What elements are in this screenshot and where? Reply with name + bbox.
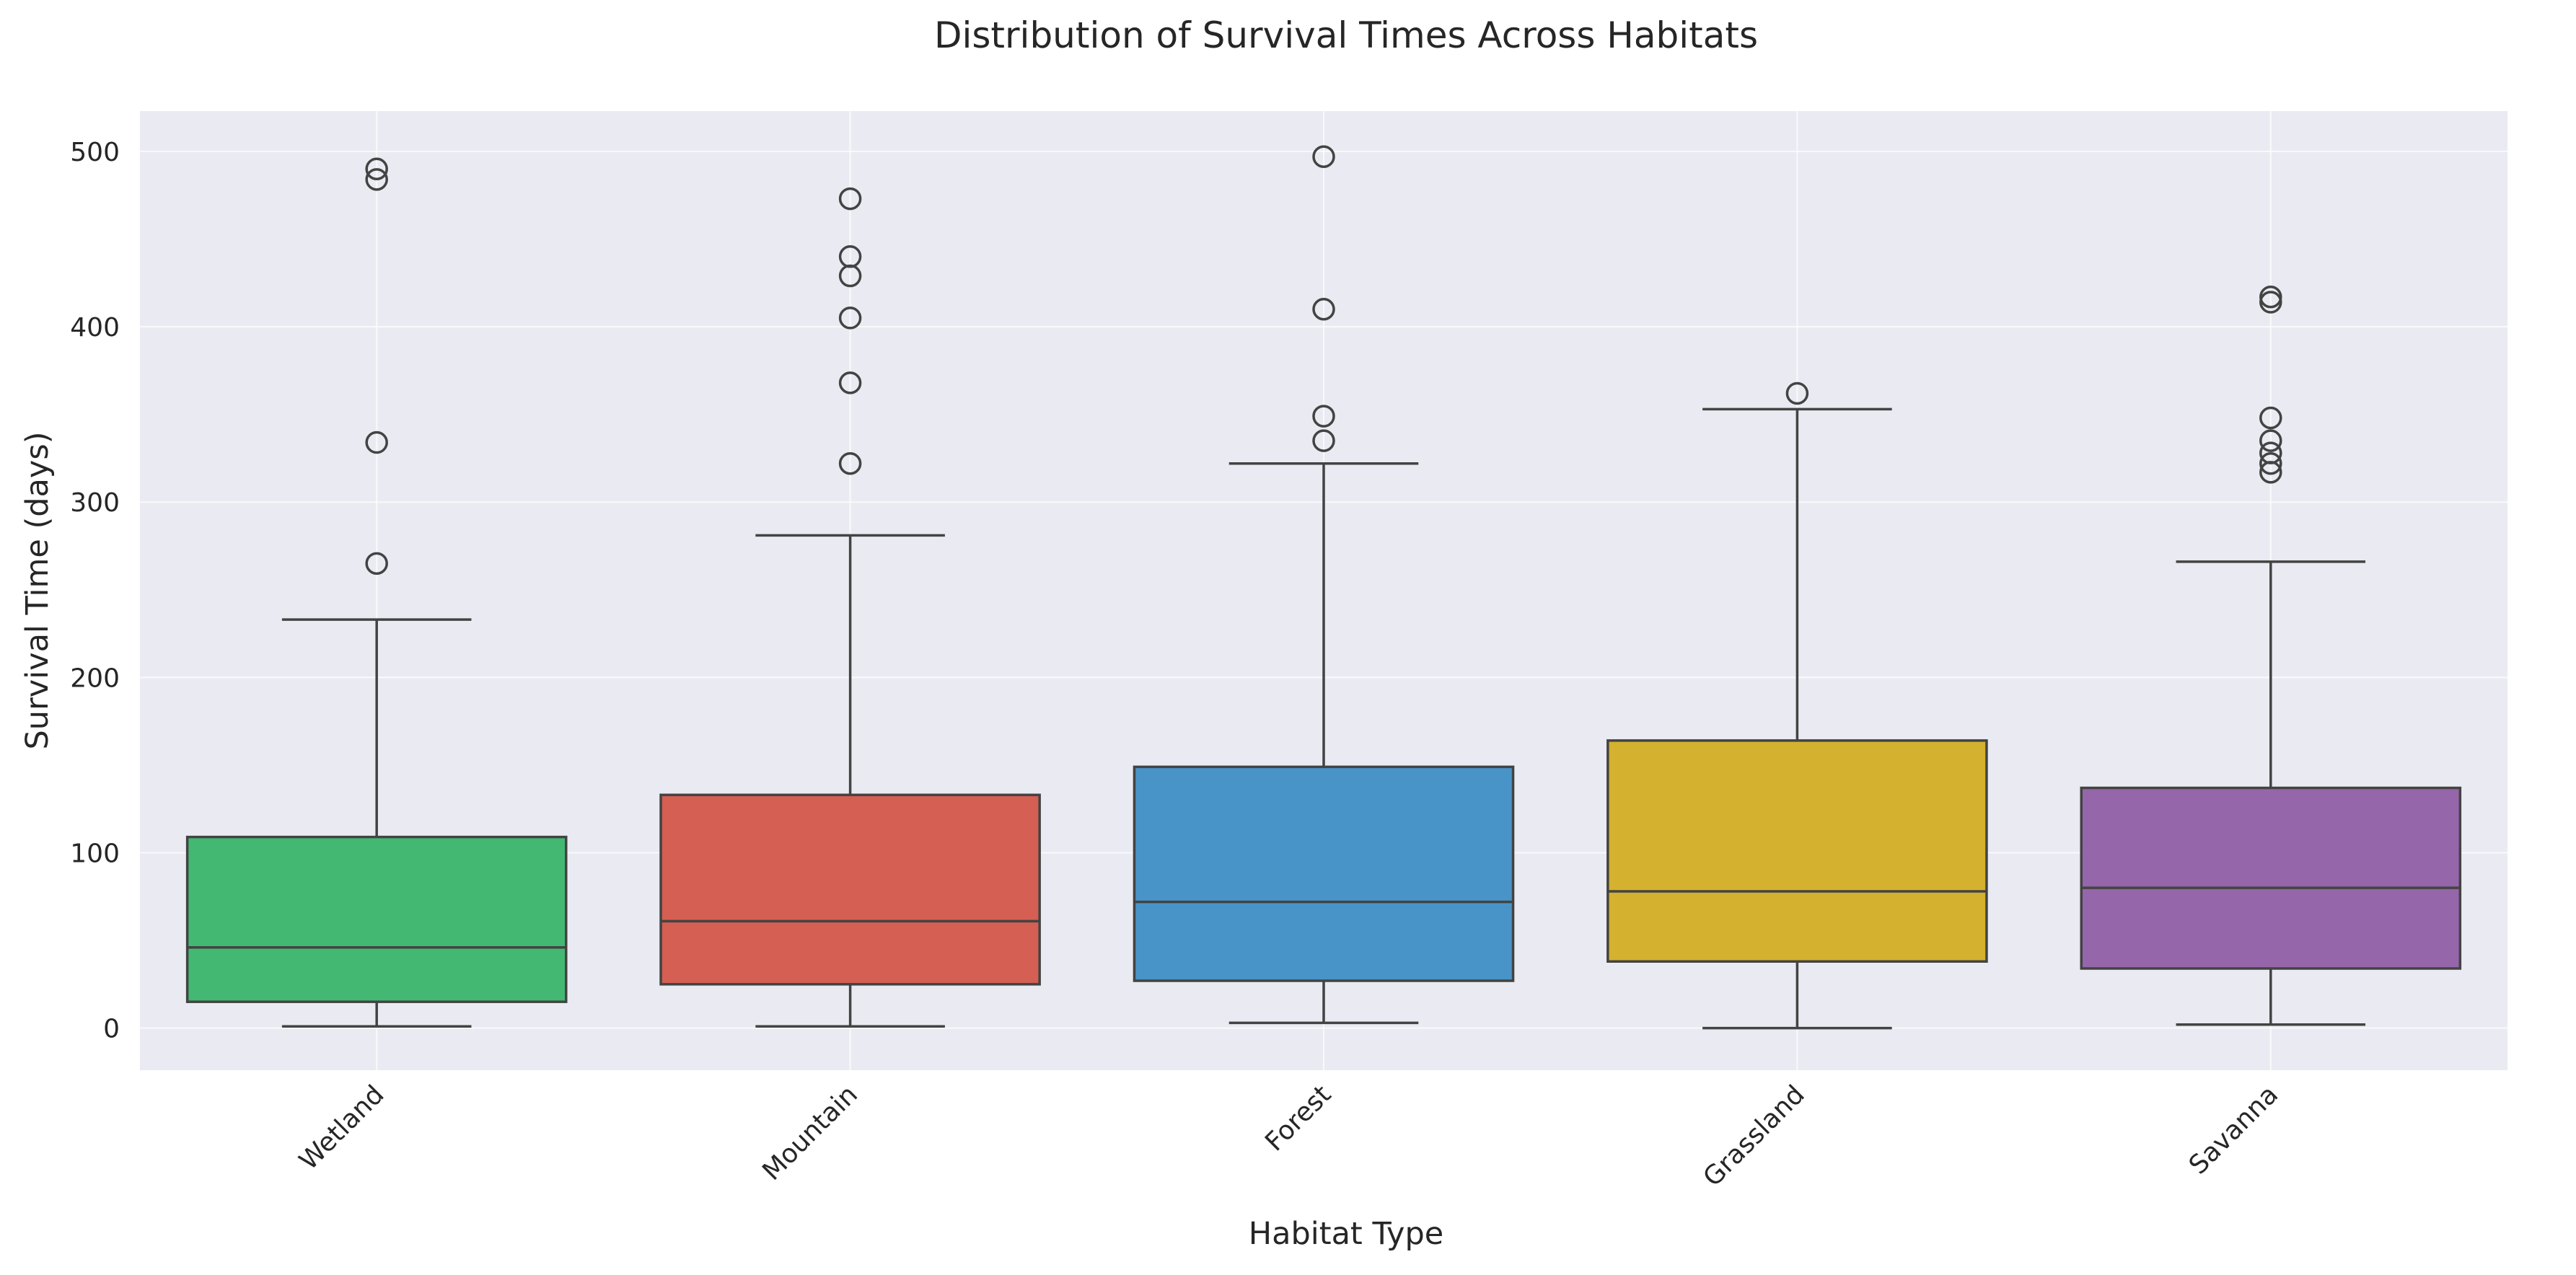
outlier-point bbox=[838, 451, 862, 475]
iqr-box bbox=[1133, 765, 1515, 982]
box-mountain bbox=[659, 187, 1041, 1028]
iqr-box bbox=[2080, 786, 2462, 970]
outlier-point bbox=[365, 168, 388, 191]
outlier-point bbox=[1785, 381, 1809, 405]
outlier-point bbox=[838, 245, 862, 268]
x-axis-label: Habitat Type bbox=[1249, 1216, 1443, 1252]
outlier-point bbox=[1312, 405, 1335, 428]
outlier-point bbox=[1312, 429, 1335, 452]
box-forest bbox=[1133, 145, 1515, 1025]
iqr-box bbox=[659, 793, 1041, 986]
y-axis-label: Survival Time (days) bbox=[19, 432, 56, 750]
x-tick-label: Wetland bbox=[294, 1080, 390, 1175]
x-axis-ticks: Wetland Mountain Forest Grassland Savanna bbox=[294, 1080, 2284, 1192]
outlier-point bbox=[2259, 285, 2282, 309]
outlier-point bbox=[2259, 451, 2282, 475]
outlier-point bbox=[838, 187, 862, 211]
y-axis-ticks: 0 100 200 300 400 500 bbox=[70, 138, 120, 1044]
outlier-point bbox=[365, 431, 388, 454]
iqr-box bbox=[185, 835, 568, 1003]
outlier-point bbox=[2259, 429, 2282, 452]
outlier-point bbox=[2259, 291, 2282, 314]
outlier-point bbox=[2259, 406, 2282, 430]
y-tick-label: 200 bbox=[70, 663, 120, 693]
x-tick-label: Forest bbox=[1260, 1080, 1337, 1157]
outlier-point bbox=[365, 157, 388, 180]
outlier-point bbox=[838, 306, 862, 330]
outlier-point bbox=[1312, 145, 1335, 168]
box-savanna bbox=[2080, 285, 2462, 1026]
box-series bbox=[185, 145, 2462, 1030]
iqr-box bbox=[1606, 739, 1988, 963]
chart-title: Distribution of Survival Times Across Ha… bbox=[934, 14, 1758, 56]
box-grassland bbox=[1606, 381, 1988, 1030]
y-tick-label: 500 bbox=[70, 138, 120, 167]
y-tick-label: 400 bbox=[70, 313, 120, 343]
y-tick-label: 100 bbox=[70, 839, 120, 869]
outlier-point bbox=[365, 552, 388, 575]
outlier-point bbox=[838, 371, 862, 394]
outlier-point bbox=[2259, 441, 2282, 464]
box-wetland bbox=[185, 157, 568, 1028]
y-tick-label: 0 bbox=[103, 1015, 120, 1044]
y-tick-label: 300 bbox=[70, 488, 120, 518]
x-tick-label: Mountain bbox=[757, 1080, 863, 1186]
outlier-point bbox=[1312, 298, 1335, 321]
x-tick-label: Savanna bbox=[2184, 1080, 2284, 1180]
x-tick-label: Grassland bbox=[1697, 1080, 1810, 1192]
